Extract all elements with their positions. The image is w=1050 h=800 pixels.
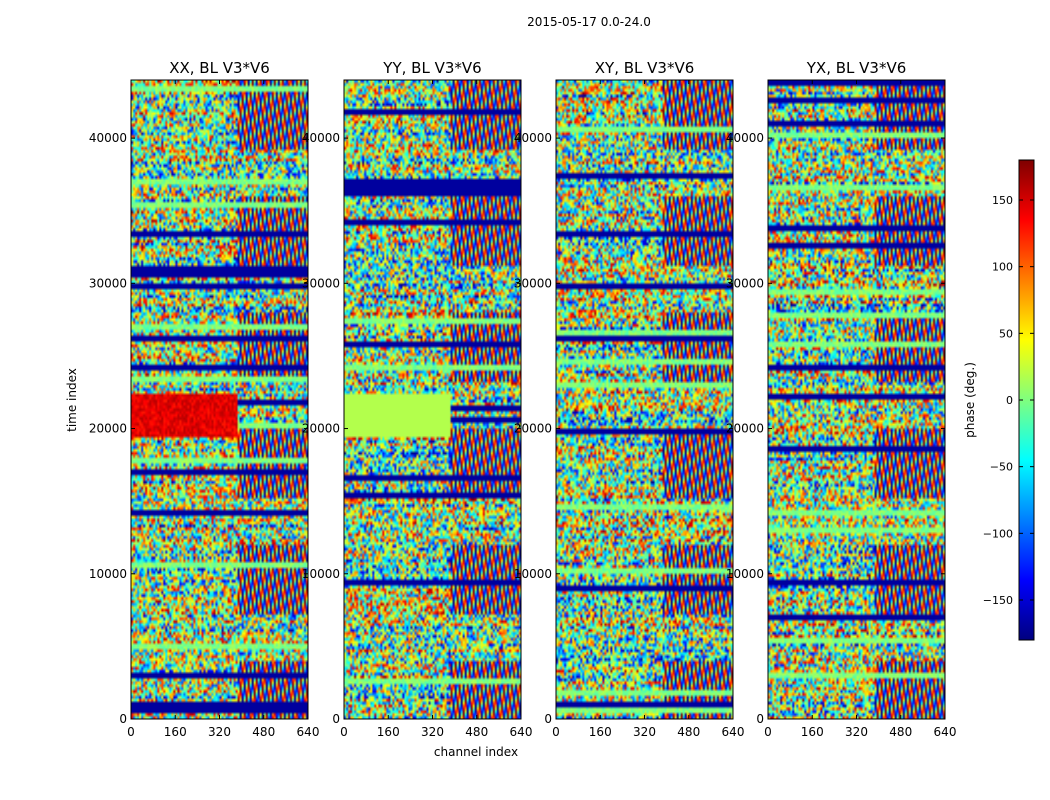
panel-title: YY, BL V3*V6 xyxy=(382,59,481,77)
y-tick-label: 10000 xyxy=(89,567,127,581)
x-tick-label: 0 xyxy=(340,725,348,739)
colorbar-tick-label: −50 xyxy=(990,461,1013,474)
x-tick-label: 160 xyxy=(164,725,187,739)
x-tick-label: 480 xyxy=(465,725,488,739)
y-tick-label: 0 xyxy=(119,712,127,726)
x-tick-label: 480 xyxy=(677,725,700,739)
x-tick-label: 160 xyxy=(589,725,612,739)
y-tick-label: 30000 xyxy=(514,276,552,290)
panel-4: YX, BL V3*V6 0 160 320 480 640 0 10000 20000 3000… xyxy=(726,59,957,739)
panel-title: XX, BL V3*V6 xyxy=(169,59,270,77)
y-tick-label: 40000 xyxy=(514,131,552,145)
y-tick-label: 20000 xyxy=(302,422,340,436)
x-tick-label: 0 xyxy=(552,725,560,739)
x-tick-label: 640 xyxy=(297,725,320,739)
colorbar-tick-label: 50 xyxy=(999,327,1013,340)
panel-title: XY, BL V3*V6 xyxy=(595,59,695,77)
panel-1: XX, BL V3*V6 0 160 320 480 640 0 10000 20000 3000… xyxy=(89,59,320,739)
panel-3: XY, BL V3*V6 0 160 320 480 640 0 10000 20000 3000… xyxy=(514,59,745,739)
colorbar-tick-label: −100 xyxy=(983,527,1013,540)
x-tick-label: 320 xyxy=(633,725,656,739)
x-tick-label: 480 xyxy=(252,725,275,739)
x-axis-label: channel index xyxy=(434,745,518,759)
x-tick-label: 160 xyxy=(801,725,824,739)
x-tick-label: 320 xyxy=(845,725,868,739)
colorbar: −150 −100 −50 0 50 100 150 phase (deg.) xyxy=(963,159,1035,641)
y-tick-label: 20000 xyxy=(726,422,764,436)
x-tick-label: 320 xyxy=(208,725,231,739)
colorbar-tick-label: 100 xyxy=(992,261,1013,274)
y-tick-label: 0 xyxy=(332,712,340,726)
colorbar-tick-label: 150 xyxy=(992,194,1013,207)
heatmap-image-4 xyxy=(768,80,945,719)
x-tick-label: 640 xyxy=(934,725,957,739)
colorbar-label: phase (deg.) xyxy=(963,362,977,438)
panel-title: YX, BL V3*V6 xyxy=(806,59,907,77)
y-tick-label: 10000 xyxy=(302,567,340,581)
x-tick-label: 0 xyxy=(764,725,772,739)
heatmap-image-3 xyxy=(556,80,733,719)
y-tick-label: 0 xyxy=(756,712,764,726)
y-tick-label: 40000 xyxy=(726,131,764,145)
heatmap-image-2 xyxy=(344,80,521,719)
y-tick-label: 40000 xyxy=(89,131,127,145)
y-axis-label: time index xyxy=(65,368,79,432)
y-tick-label: 40000 xyxy=(302,131,340,145)
panel-2: YY, BL V3*V6 0 160 320 480 640 0 10000 20000 3000… xyxy=(302,59,533,739)
y-tick-label: 20000 xyxy=(514,422,552,436)
figure-suptitle: 2015-05-17 0.0-24.0 xyxy=(527,15,651,29)
x-tick-label: 160 xyxy=(377,725,400,739)
heatmap-image-1 xyxy=(131,80,308,719)
x-tick-label: 0 xyxy=(127,725,135,739)
y-tick-label: 30000 xyxy=(89,276,127,290)
y-tick-label: 30000 xyxy=(726,276,764,290)
colorbar-tick-label: 0 xyxy=(1006,394,1013,407)
x-tick-label: 320 xyxy=(421,725,444,739)
x-tick-label: 640 xyxy=(722,725,745,739)
x-tick-label: 480 xyxy=(889,725,912,739)
y-tick-label: 0 xyxy=(544,712,552,726)
y-tick-label: 30000 xyxy=(302,276,340,290)
x-tick-label: 640 xyxy=(510,725,533,739)
y-tick-label: 10000 xyxy=(514,567,552,581)
colorbar-tick-label: −150 xyxy=(983,594,1013,607)
panels: XX, BL V3*V6 0 160 320 480 640 0 10000 20000 3000… xyxy=(89,59,957,739)
y-tick-label: 20000 xyxy=(89,422,127,436)
y-tick-label: 10000 xyxy=(726,567,764,581)
